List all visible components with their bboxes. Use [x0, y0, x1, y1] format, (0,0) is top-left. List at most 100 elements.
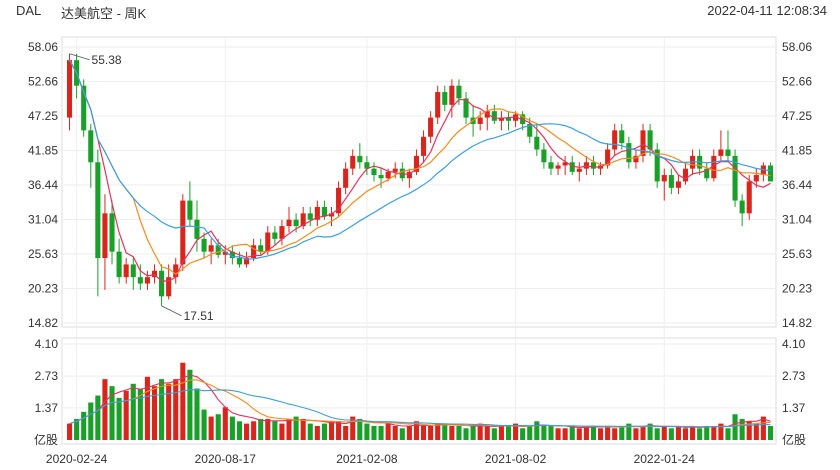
candle-body	[109, 213, 115, 252]
volume-bar	[605, 425, 611, 440]
volume-bar	[243, 423, 250, 440]
price-axis-label-left: 41.85	[28, 143, 58, 157]
candle-body	[180, 200, 186, 265]
candle-body	[307, 213, 313, 220]
candle-body	[201, 238, 207, 252]
candle-body	[420, 136, 427, 156]
ticker-symbol: DAL	[16, 3, 42, 18]
candle-body	[732, 155, 738, 201]
candle-body	[187, 200, 193, 220]
candle-body	[279, 226, 285, 239]
candle-body	[654, 149, 660, 182]
candle-body	[328, 213, 335, 217]
volume-bar	[399, 428, 405, 440]
volume-panel-frame	[61, 337, 777, 445]
volume-axis-label-right: 2.73	[782, 369, 806, 383]
candle-body	[229, 251, 235, 259]
volume-bar	[357, 418, 363, 440]
candle-body	[378, 175, 384, 179]
price-axis-label-left: 52.66	[28, 74, 58, 88]
candle-body	[442, 92, 448, 105]
chart-title: 达美航空 - 周K	[61, 6, 147, 21]
volume-bar	[428, 425, 434, 440]
candle-body	[66, 60, 73, 118]
volume-bar	[102, 379, 108, 440]
volume-bar	[562, 428, 568, 440]
candle-body	[144, 277, 150, 284]
candle-body	[321, 206, 327, 217]
volume-bar	[116, 397, 122, 440]
price-axis-label-right: 25.63	[782, 247, 812, 261]
date-axis-label: 2021-02-08	[336, 452, 398, 466]
candle-body	[364, 162, 370, 169]
volume-bar	[222, 407, 228, 440]
volume-axis-label-left: 2.73	[35, 369, 59, 383]
volume-bar	[81, 411, 87, 440]
candle-body	[173, 264, 179, 278]
candle-body	[350, 155, 356, 169]
volume-bar	[753, 423, 759, 440]
candle-body	[569, 162, 575, 172]
candle-body	[668, 175, 674, 188]
candle-body	[527, 123, 533, 137]
volume-axis-label-left: 亿股	[34, 432, 58, 447]
volume-bar	[576, 428, 582, 440]
volume-bar	[640, 425, 646, 440]
volume-bar	[378, 425, 384, 440]
timestamp: 2022-04-11 12:08:34	[707, 3, 827, 18]
volume-bar	[675, 425, 681, 440]
candle-body	[151, 270, 158, 278]
volume-bar	[215, 414, 221, 440]
volume-bar	[597, 428, 604, 440]
candle-body	[435, 92, 441, 118]
price-axis-label-right: 47.25	[782, 109, 812, 123]
volume-bar	[88, 402, 94, 440]
price-axis-label-right: 14.82	[782, 316, 812, 330]
candle-body	[541, 149, 547, 163]
candle-body	[343, 168, 349, 188]
date-axis-label: 2022-01-24	[634, 452, 696, 466]
candle-body	[555, 165, 561, 169]
volume-bar	[491, 428, 497, 440]
volume-bar	[767, 425, 774, 440]
candle-body	[222, 251, 228, 255]
volume-axis-label-left: 1.37	[35, 401, 59, 415]
volume-bar	[194, 388, 200, 440]
price-panel-frame	[61, 36, 777, 328]
volume-bar	[470, 425, 476, 440]
volume-bar	[364, 423, 370, 440]
price-axis-label-right: 20.23	[782, 281, 812, 295]
volume-bar	[463, 428, 469, 440]
volume-bar	[477, 423, 483, 440]
volume-bar	[711, 425, 717, 440]
ma20-line	[68, 59, 771, 260]
volume-bar	[187, 369, 193, 440]
volume-bar	[95, 395, 101, 440]
volume-bar	[690, 425, 696, 440]
volume-bar	[123, 390, 129, 440]
candle-body	[208, 245, 214, 252]
candle-body	[236, 258, 243, 265]
date-axis-label: 2021-08-02	[485, 452, 547, 466]
candle-body	[753, 175, 759, 182]
volume-bar	[569, 425, 575, 440]
candle-body	[159, 270, 165, 297]
candle-body	[293, 219, 299, 227]
volume-bar	[612, 428, 618, 440]
max-price-annotation: 55.38	[92, 53, 122, 67]
candle-body	[286, 219, 292, 227]
volume-bar	[548, 425, 554, 440]
volume-bar	[328, 421, 335, 440]
candle-body	[95, 162, 101, 259]
volume-bar	[385, 423, 391, 440]
volume-bar	[258, 418, 264, 440]
volume-bar	[166, 383, 172, 440]
volume-bar	[555, 428, 561, 440]
candle-body	[583, 162, 589, 169]
volume-bar	[442, 423, 448, 440]
volume-bar	[293, 416, 299, 440]
volume-bar	[307, 423, 313, 440]
volume-bar	[697, 428, 703, 440]
candle-body	[385, 171, 391, 179]
